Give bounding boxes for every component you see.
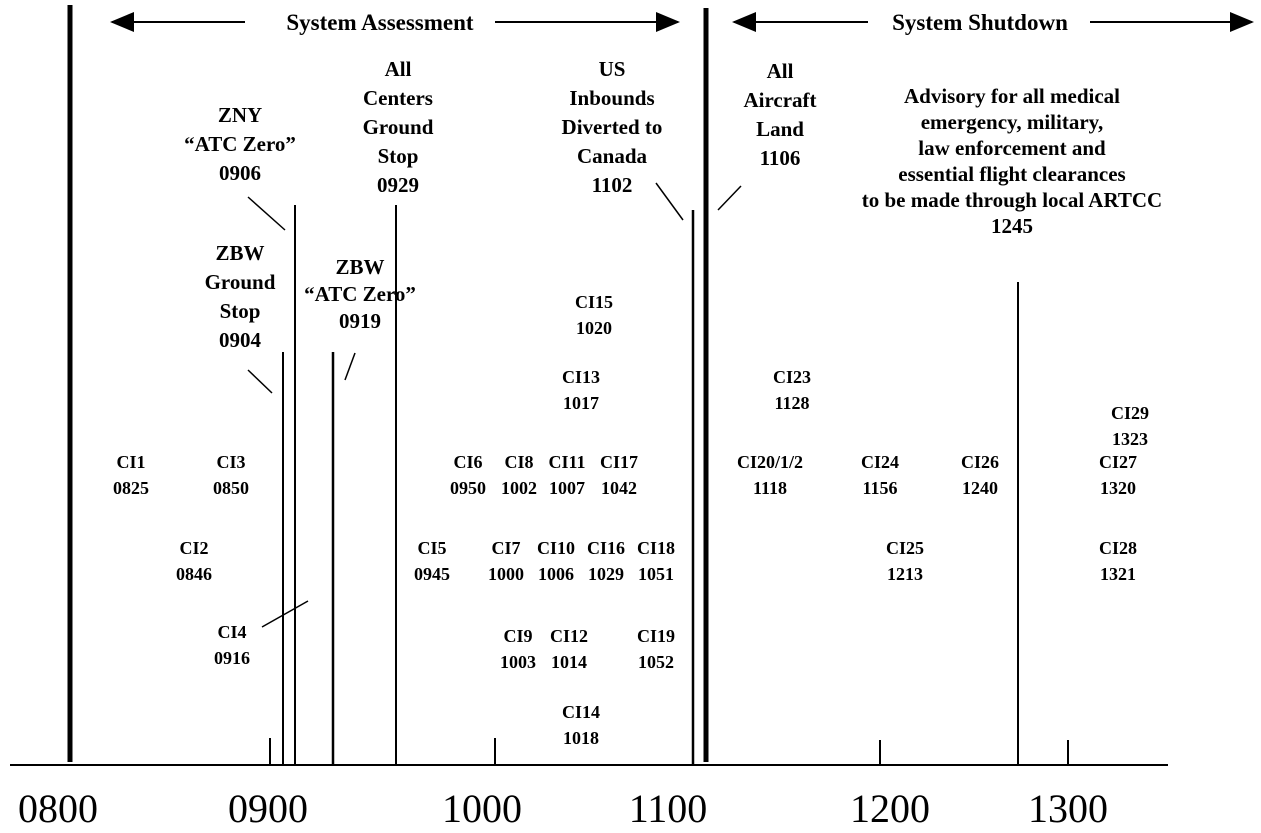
- event-time: 0904: [219, 328, 262, 352]
- checkpoint-label: CI26: [961, 452, 999, 472]
- axis-label: 1200: [850, 786, 930, 831]
- axis-label: 1100: [629, 786, 708, 831]
- checkpoint-label: CI23: [773, 367, 811, 387]
- event-label: US: [599, 57, 626, 81]
- event-time: 0919: [339, 309, 381, 333]
- checkpoint-time: 1029: [588, 564, 624, 584]
- event-label: ZBW: [215, 241, 264, 265]
- checkpoint-time: 1007: [549, 478, 585, 498]
- event-label: “ATC Zero”: [304, 282, 416, 306]
- event-label: All: [767, 59, 794, 83]
- event-label: ZNY: [218, 103, 262, 127]
- checkpoint-label: CI17: [600, 452, 638, 472]
- section-label: System Shutdown: [892, 10, 1068, 35]
- event-label: essential flight clearances: [898, 162, 1125, 186]
- checkpoint-label: CI2: [179, 538, 208, 558]
- checkpoint-time: 1128: [774, 393, 809, 413]
- event-label: emergency, military,: [921, 110, 1104, 134]
- checkpoint-time: 1213: [887, 564, 923, 584]
- event-time: 1102: [592, 173, 633, 197]
- checkpoint-label: CI8: [504, 452, 533, 472]
- checkpoint-time: 1051: [638, 564, 674, 584]
- event-label: law enforcement and: [918, 136, 1106, 160]
- checkpoint-time: 1323: [1112, 429, 1148, 449]
- checkpoint-label: CI5: [417, 538, 446, 558]
- checkpoint-time: 0850: [213, 478, 249, 498]
- checkpoint-time: 1240: [962, 478, 998, 498]
- checkpoint-label: CI28: [1099, 538, 1137, 558]
- checkpoint-label: CI19: [637, 626, 675, 646]
- event-label: Canada: [577, 144, 648, 168]
- checkpoint-label: CI20/1/2: [737, 452, 803, 472]
- checkpoint-time: 1017: [563, 393, 599, 413]
- checkpoint-label: CI11: [548, 452, 585, 472]
- checkpoint-label: CI14: [562, 702, 600, 722]
- event-label: Centers: [363, 86, 433, 110]
- checkpoint-time: 0945: [414, 564, 450, 584]
- checkpoint-label: CI27: [1099, 452, 1137, 472]
- checkpoint-time: 1020: [576, 318, 612, 338]
- axis-label: 1000: [442, 786, 522, 831]
- axis-label: 0800: [18, 786, 98, 831]
- checkpoint-label: CI29: [1111, 403, 1149, 423]
- axis-label: 0900: [228, 786, 308, 831]
- checkpoint-time: 1000: [488, 564, 524, 584]
- event-label: to be made through local ARTCC: [862, 188, 1162, 212]
- event-time: 1106: [760, 146, 801, 170]
- checkpoint-label: CI9: [503, 626, 532, 646]
- axis-label: 1300: [1028, 786, 1108, 831]
- checkpoint-label: CI18: [637, 538, 675, 558]
- checkpoint-label: CI3: [216, 452, 245, 472]
- checkpoint-time: 1018: [563, 728, 599, 748]
- checkpoint-time: 1014: [551, 652, 587, 672]
- checkpoint-time: 1118: [753, 478, 787, 498]
- event-time: 1245: [991, 214, 1033, 238]
- event-label: Land: [756, 117, 804, 141]
- event-label: Ground: [363, 115, 434, 139]
- event-time: 0906: [219, 161, 261, 185]
- event-label: “ATC Zero”: [184, 132, 296, 156]
- checkpoint-label: CI16: [587, 538, 625, 558]
- event-label: ZBW: [335, 255, 384, 279]
- checkpoint-time: 1042: [601, 478, 637, 498]
- checkpoint-label: CI7: [491, 538, 520, 558]
- checkpoint-time: 0916: [214, 648, 250, 668]
- checkpoint-label: CI4: [217, 622, 246, 642]
- checkpoint-time: 1002: [501, 478, 537, 498]
- event-label: Ground: [205, 270, 276, 294]
- checkpoint-time: 1320: [1100, 478, 1136, 498]
- event-label: Aircraft: [743, 88, 816, 112]
- event-label: All: [385, 57, 412, 81]
- checkpoint-time: 0825: [113, 478, 149, 498]
- event-label: Advisory for all medical: [904, 84, 1120, 108]
- event-label: Diverted to: [562, 115, 663, 139]
- checkpoint-time: 1003: [500, 652, 536, 672]
- event-label: Stop: [378, 144, 419, 168]
- event-time: 0929: [377, 173, 419, 197]
- event-label: Stop: [220, 299, 261, 323]
- checkpoint-label: CI10: [537, 538, 575, 558]
- checkpoint-time: 1006: [538, 564, 574, 584]
- event-label: Inbounds: [569, 86, 654, 110]
- checkpoint-label: CI1: [116, 452, 145, 472]
- checkpoint-label: CI25: [886, 538, 924, 558]
- checkpoint-label: CI6: [453, 452, 482, 472]
- checkpoint-label: CI12: [550, 626, 588, 646]
- checkpoint-time: 1052: [638, 652, 674, 672]
- checkpoint-time: 1321: [1100, 564, 1136, 584]
- checkpoint-label: CI24: [861, 452, 899, 472]
- section-label: System Assessment: [286, 10, 474, 35]
- checkpoint-time: 0950: [450, 478, 486, 498]
- checkpoint-time: 0846: [176, 564, 212, 584]
- checkpoint-label: CI13: [562, 367, 600, 387]
- checkpoint-label: CI15: [575, 292, 613, 312]
- checkpoint-time: 1156: [862, 478, 897, 498]
- structure: [10, 5, 1254, 766]
